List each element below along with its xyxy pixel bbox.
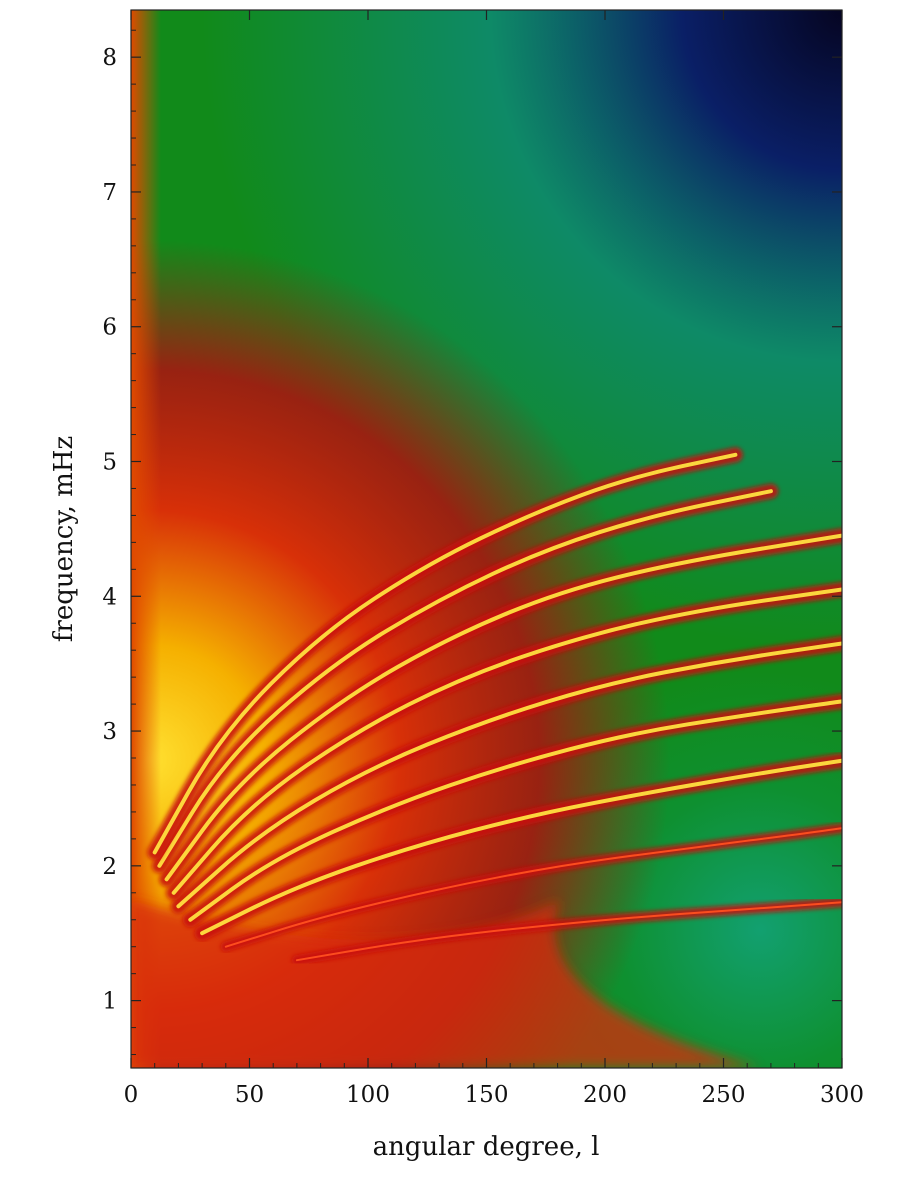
x-tick-label: 300	[820, 1082, 864, 1108]
y-tick-label: 5	[102, 450, 117, 476]
ridge-p2	[200, 758, 842, 936]
plot-area	[131, 10, 842, 1068]
x-tick-label: 100	[346, 1082, 390, 1108]
ridge-layer	[147, 447, 842, 966]
ridge-p8	[152, 452, 738, 855]
ridge-p4	[176, 641, 842, 909]
x-tick-label: 50	[235, 1082, 264, 1108]
y-tick-label: 2	[102, 854, 117, 880]
ridge-p3	[188, 699, 842, 922]
y-tick-label: 4	[102, 584, 117, 610]
y-tick-label: 8	[102, 45, 117, 71]
y-tick-label: 1	[102, 989, 117, 1015]
ridge-f	[295, 901, 842, 962]
y-tick-label: 7	[102, 180, 117, 206]
ridge-p1	[224, 827, 842, 948]
heatmap-low-frequency-band	[131, 900, 760, 1068]
x-tick-label: 150	[465, 1082, 509, 1108]
x-tick-label: 200	[583, 1082, 627, 1108]
ridge-p5	[171, 587, 842, 895]
ridge-p6	[164, 533, 842, 882]
heatmap-left-edge	[131, 10, 161, 1068]
ridge-p7	[157, 489, 773, 868]
y-tick-label: 6	[102, 315, 117, 341]
x-axis-label: angular degree, l	[373, 1132, 600, 1162]
axes-layer: 0 50 100 150 200 250 300 1 2 3 4 5 6 7 8	[102, 10, 864, 1108]
x-tick-label: 250	[702, 1082, 746, 1108]
y-tick-label: 3	[102, 719, 117, 745]
y-axis-label: frequency, mHz	[49, 436, 79, 642]
x-tick-label: 0	[124, 1082, 139, 1108]
